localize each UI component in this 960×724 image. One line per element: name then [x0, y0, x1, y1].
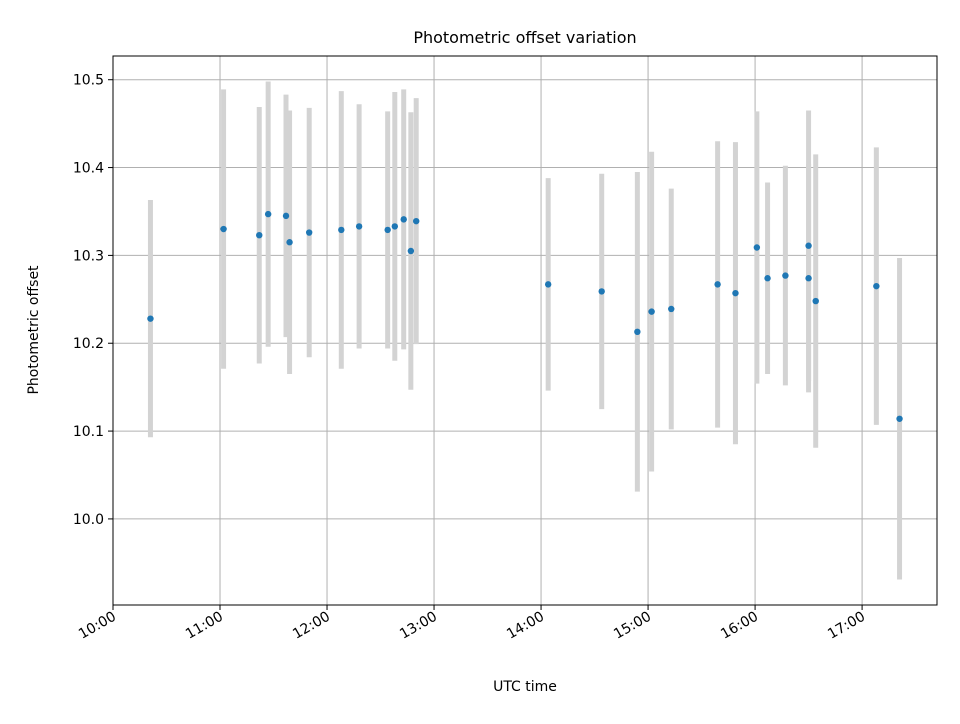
data-point	[282, 212, 290, 220]
data-point	[400, 216, 407, 223]
data-point	[407, 247, 415, 255]
data-point	[805, 275, 812, 282]
y-tick-label: 10.1	[73, 424, 104, 440]
data-point	[286, 239, 293, 246]
data-point	[544, 281, 552, 288]
y-tick-label: 10.2	[73, 336, 104, 352]
x-tick-label: 14:00	[504, 609, 547, 643]
x-tick-label: 13:00	[397, 609, 440, 643]
data-point	[391, 223, 399, 230]
chart-title: Photometric offset variation	[413, 28, 636, 47]
data-points	[147, 210, 903, 422]
y-axis-label: Photometric offset	[26, 265, 42, 395]
y-axis-ticks: 10.0 10.1 10.2 10.3 10.4 10.5	[73, 73, 113, 528]
data-point	[338, 226, 345, 234]
x-tick-label: 12:00	[290, 609, 333, 643]
x-tick-label: 17:00	[825, 609, 868, 643]
data-point	[598, 288, 605, 295]
y-tick-label: 10.0	[73, 512, 104, 528]
data-point	[256, 231, 263, 239]
data-point	[634, 328, 641, 336]
x-axis-label: UTC time	[493, 679, 557, 695]
data-point	[384, 226, 391, 234]
data-point	[305, 229, 313, 236]
data-point	[147, 315, 154, 322]
data-point	[753, 244, 761, 251]
data-point	[873, 282, 880, 290]
x-tick-label: 11:00	[183, 609, 226, 643]
grid	[112, 56, 937, 605]
data-point	[648, 308, 655, 315]
data-point	[220, 225, 227, 233]
data-point	[812, 297, 819, 305]
x-tick-label: 16:00	[718, 609, 761, 643]
x-axis-ticks: 10:00 11:00 12:00 13:00 14:00 15:00 16:00 17:00	[76, 605, 868, 643]
data-point	[413, 217, 420, 225]
data-point	[764, 275, 771, 282]
plot-frame	[112, 55, 938, 606]
x-tick-label: 15:00	[611, 609, 654, 643]
y-tick-label: 10.3	[73, 248, 104, 264]
x-tick-label: 10:00	[76, 609, 119, 643]
data-point	[805, 242, 812, 249]
data-point	[782, 272, 789, 279]
data-point	[896, 415, 903, 422]
data-point	[714, 281, 721, 288]
data-point	[668, 305, 675, 313]
y-tick-label: 10.4	[73, 161, 104, 177]
data-point	[264, 210, 272, 218]
error-bars	[147, 81, 903, 580]
data-point	[355, 223, 363, 230]
data-point	[732, 289, 739, 297]
y-tick-label: 10.5	[73, 73, 104, 89]
